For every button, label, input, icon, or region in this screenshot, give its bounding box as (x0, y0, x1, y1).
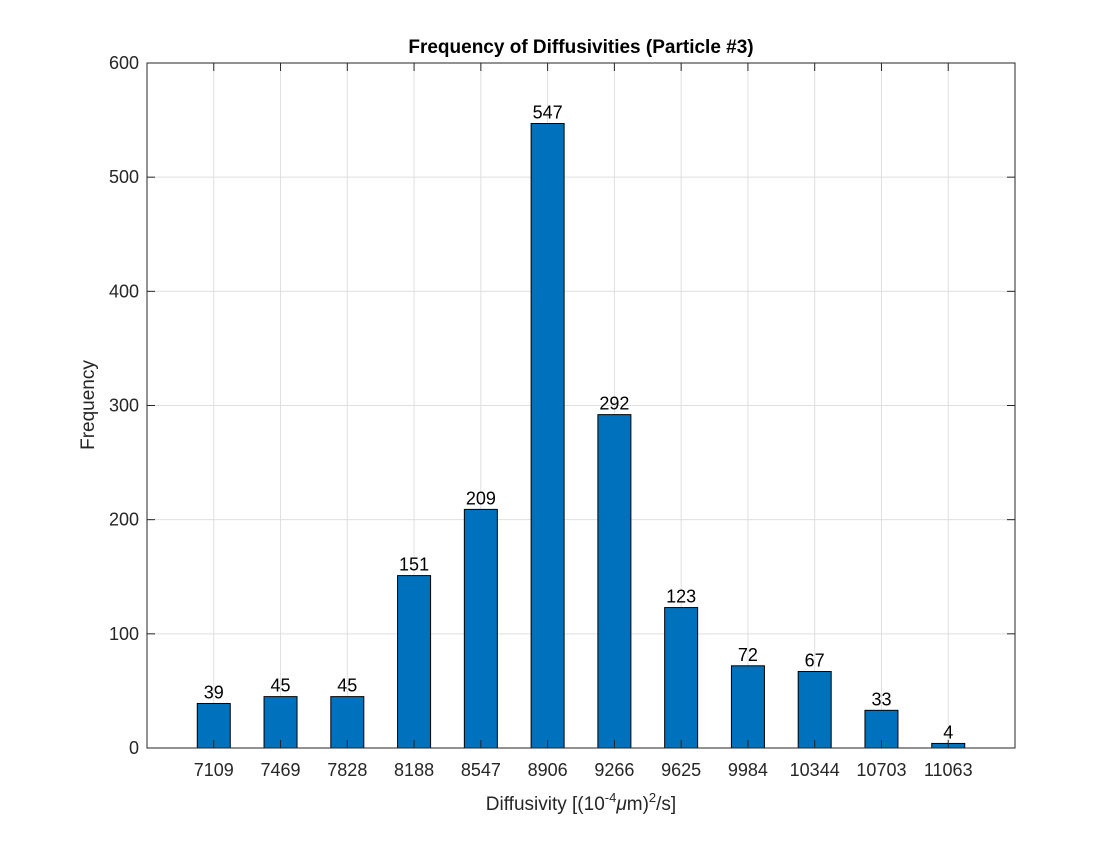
y-tick-label: 0 (129, 738, 139, 758)
bar-value-label: 39 (204, 682, 224, 702)
ticks: 0 100 200 300 400 500 600 7109 7469 7828 8188 8547 8… (109, 53, 1015, 780)
x-tick-label: 9625 (661, 760, 701, 780)
bar-value-label: 67 (805, 651, 825, 671)
x-axis-label-prefix: Diffusivity [(10 (486, 794, 605, 815)
bar (263, 696, 298, 749)
x-tick-label: 11063 (924, 760, 973, 780)
bar (330, 696, 365, 749)
x-axis-label-exponent: -4 (605, 790, 617, 805)
x-axis-label-mu: μ (615, 794, 627, 815)
bar-value-label: 4 (943, 722, 953, 742)
bar-value-label: 33 (871, 689, 891, 709)
bar-value-label: 123 (666, 587, 696, 607)
y-tick-label: 300 (109, 396, 139, 416)
chart-title: Frequency of Diffusivities (Particle #3) (408, 37, 753, 58)
y-tick-label: 600 (109, 53, 139, 73)
bar-value-label: 547 (533, 103, 563, 123)
bar (664, 607, 699, 749)
bar-value-label: 45 (337, 676, 357, 696)
x-tick-label: 9266 (594, 760, 634, 780)
x-axis-label-unit: m) (627, 794, 649, 815)
bars (196, 123, 966, 749)
bar (730, 665, 765, 749)
x-tick-label: 9984 (728, 760, 768, 780)
x-axis-label-suffix: /s] (656, 794, 676, 815)
bar-value-label: 209 (466, 488, 496, 508)
x-tick-label: 10344 (790, 760, 840, 780)
bar-value-label: 151 (399, 555, 429, 575)
x-tick-label: 7828 (327, 760, 367, 780)
bar-value-label: 292 (599, 394, 629, 414)
y-tick-label: 200 (109, 510, 139, 530)
x-tick-label: 7109 (194, 760, 234, 780)
bar (530, 123, 565, 749)
x-tick-label: 10703 (856, 760, 906, 780)
x-tick-label: 8547 (461, 760, 501, 780)
y-axis-label: Frequency (78, 360, 99, 450)
data-labels: 39 45 45 151 209 547 292 123 72 67 33 4 (204, 103, 953, 743)
y-tick-label: 100 (109, 624, 139, 644)
x-tick-label: 8188 (394, 760, 434, 780)
x-tick-label: 8906 (528, 760, 568, 780)
bar-value-label: 72 (738, 645, 758, 665)
bar (797, 671, 832, 749)
x-tick-label: 7469 (261, 760, 301, 780)
y-tick-label: 500 (109, 167, 139, 187)
bar (597, 414, 632, 749)
x-axis-label: Diffusivity [(10-4μm)2/s] (486, 790, 676, 815)
bar (397, 575, 432, 749)
bar (463, 508, 498, 749)
y-tick-label: 400 (109, 281, 139, 301)
bar-value-label: 45 (271, 676, 291, 696)
x-axis-label-power: 2 (649, 790, 656, 805)
